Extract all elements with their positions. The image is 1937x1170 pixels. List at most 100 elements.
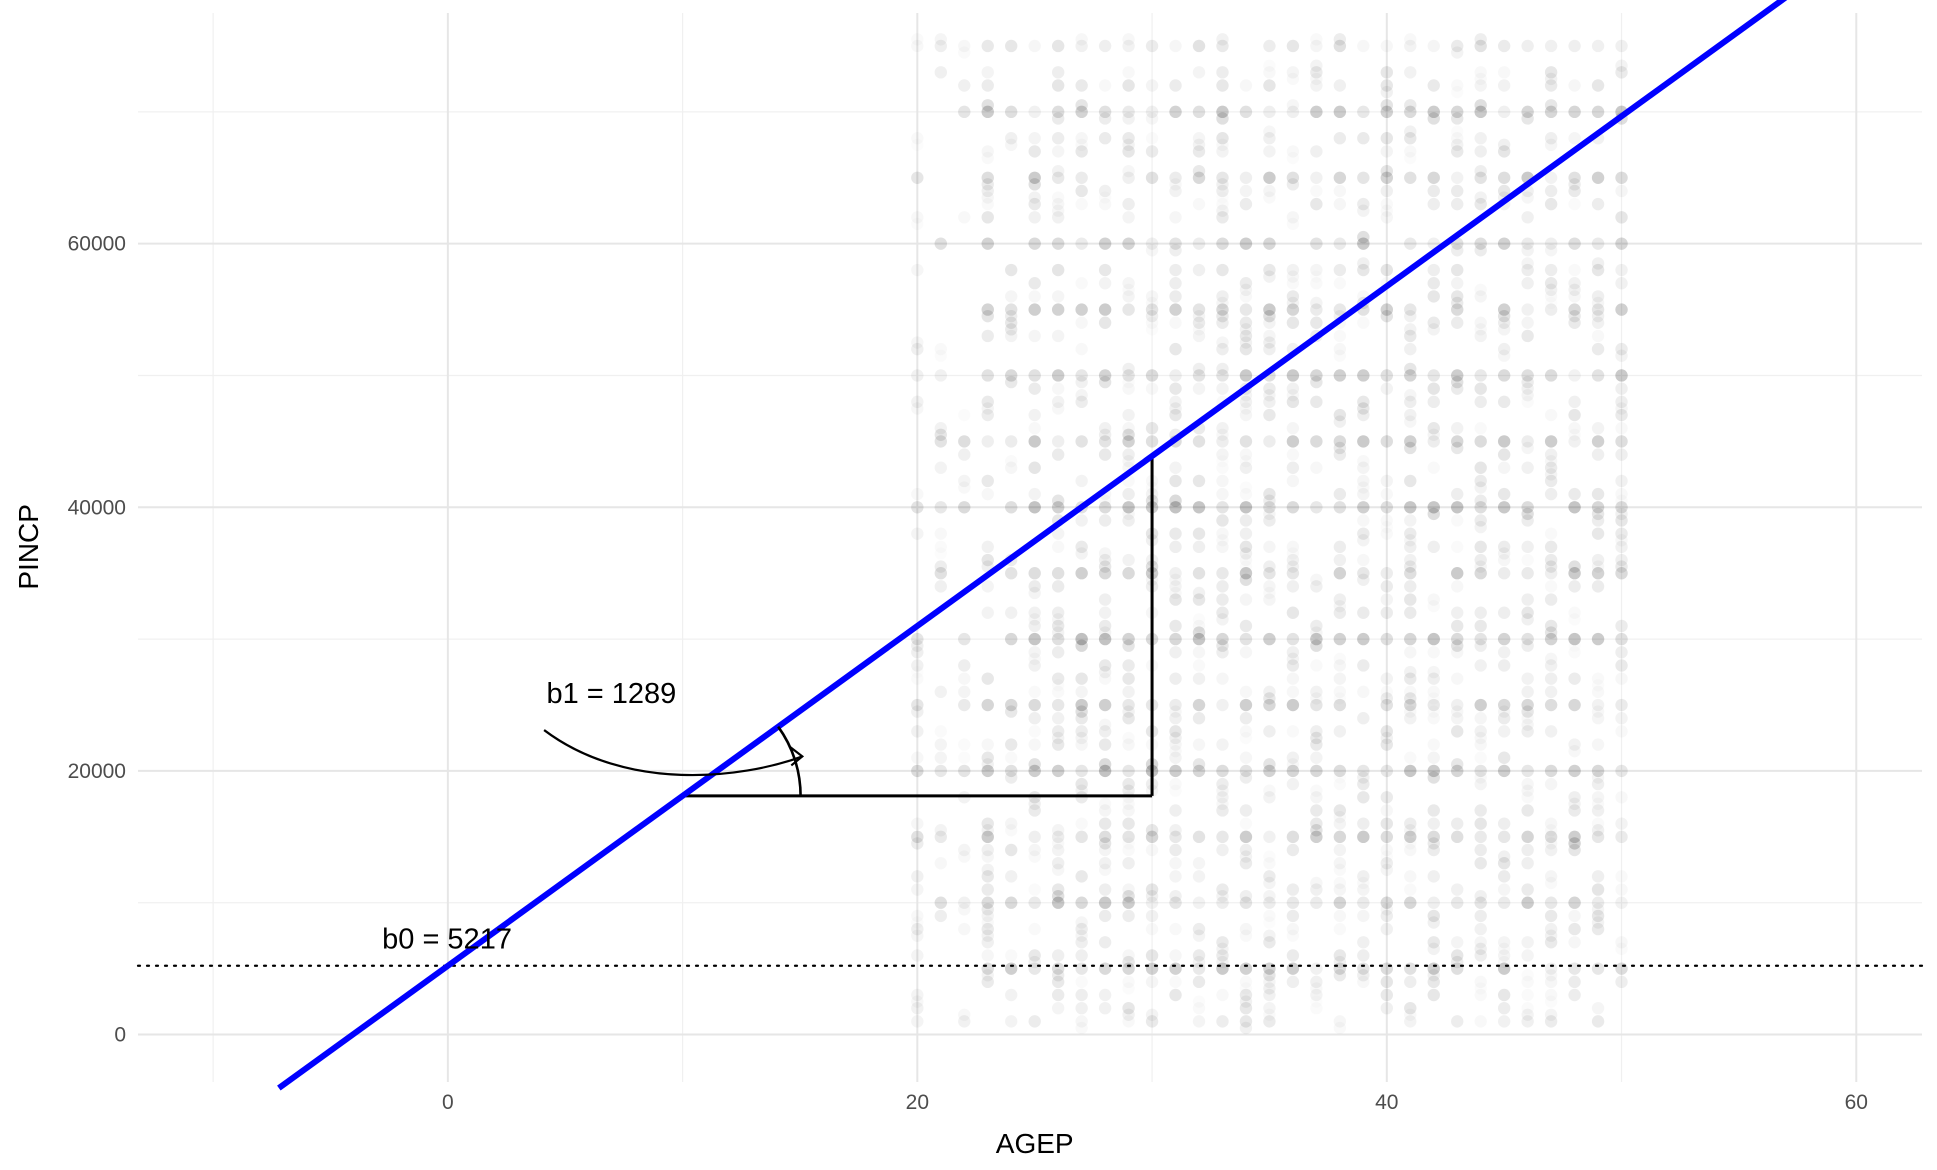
scatter-point: [1615, 962, 1628, 975]
scatter-point: [1615, 817, 1628, 830]
scatter-point: [1615, 943, 1627, 955]
scatter-point: [1192, 955, 1206, 969]
scatter-point: [1122, 448, 1135, 461]
scatter-point: [1568, 39, 1581, 53]
scatter-point: [1544, 632, 1558, 646]
scatter-point: [1286, 632, 1300, 646]
scatter-point: [1334, 923, 1346, 935]
scatter-point: [1615, 672, 1627, 684]
scatter-point: [1521, 672, 1534, 685]
scatter-point: [1615, 527, 1628, 540]
scatter-point: [1451, 672, 1463, 684]
scatter-point: [981, 909, 994, 923]
scatter-point: [1544, 593, 1558, 606]
scatter-point: [935, 725, 947, 737]
scatter-point: [1357, 949, 1370, 962]
scatter-point: [1427, 870, 1440, 883]
scatter-point: [1451, 1015, 1464, 1028]
scatter-point: [1216, 949, 1229, 962]
scatter-point: [1310, 764, 1323, 778]
scatter-point: [1051, 883, 1065, 896]
scatter-point: [1286, 553, 1300, 567]
scatter-point: [1216, 39, 1229, 53]
scatter-point: [1193, 659, 1205, 671]
scatter-point: [1474, 976, 1486, 988]
scatter-point: [1404, 39, 1417, 53]
scatter-point: [1005, 316, 1018, 329]
scatter-point: [1334, 877, 1346, 889]
scatter-point: [1122, 962, 1135, 975]
scatter-point: [958, 843, 971, 857]
scatter-point: [958, 923, 970, 935]
scatter-point: [1544, 764, 1558, 778]
scatter-point: [1615, 791, 1627, 803]
scatter-point: [1192, 105, 1206, 119]
scatter-point: [1239, 1015, 1253, 1028]
scatter-point: [934, 909, 947, 923]
scatter-point: [1380, 184, 1394, 198]
scatter-point: [1380, 738, 1394, 751]
scatter-point: [1615, 698, 1628, 712]
scatter-point: [1216, 738, 1229, 751]
scatter-point: [1497, 303, 1511, 316]
scatter-point: [1098, 547, 1112, 560]
scatter-point: [1239, 303, 1253, 316]
scatter-point: [1192, 626, 1206, 639]
scatter-point: [981, 751, 994, 764]
scatter-point: [981, 171, 994, 184]
scatter-point: [1451, 758, 1464, 771]
scatter-point: [1451, 86, 1463, 98]
scatter-point: [1098, 593, 1112, 606]
scatter-point: [1451, 369, 1464, 382]
scatter-point: [981, 540, 994, 554]
scatter-point: [1239, 1001, 1253, 1015]
scatter-point: [1216, 475, 1228, 487]
scatter-point: [1075, 777, 1088, 791]
scatter-point: [1169, 540, 1182, 554]
scatter-point: [981, 863, 994, 876]
scatter-point: [1521, 856, 1534, 870]
scatter-point: [1357, 402, 1370, 415]
scatter-point: [1286, 949, 1300, 962]
scatter-point: [1005, 606, 1018, 619]
scatter-point: [1122, 303, 1135, 316]
scatter-point: [1404, 567, 1417, 580]
scatter-point: [1005, 705, 1018, 718]
scatter-point: [1028, 632, 1041, 646]
scatter-point: [1404, 329, 1417, 343]
scatter-point: [934, 461, 947, 474]
scatter-point: [1404, 501, 1417, 514]
scatter-point: [981, 883, 994, 896]
scatter-point: [1333, 39, 1347, 53]
scatter-point: [1474, 99, 1487, 112]
scatter-point: [1122, 138, 1135, 152]
scatter-point: [1357, 40, 1369, 52]
scatter-point: [1404, 527, 1417, 540]
scatter-point: [1310, 725, 1323, 738]
scatter-point: [1193, 857, 1205, 869]
scatter-point: [1544, 725, 1558, 738]
scatter-point: [1005, 132, 1018, 145]
scatter-point: [1357, 777, 1370, 791]
scatter-point: [1380, 962, 1394, 975]
scatter-point: [981, 843, 994, 857]
scatter-point: [1474, 317, 1486, 329]
scatter-point: [1028, 330, 1040, 342]
scatter-point: [1028, 659, 1041, 672]
scatter-point: [1310, 79, 1323, 92]
scatter-point: [1263, 929, 1276, 942]
scatter-point: [1404, 672, 1417, 685]
scatter-point: [982, 488, 994, 500]
scatter-point: [1334, 864, 1346, 876]
scatter-point: [1075, 896, 1088, 909]
scatter-point: [1521, 244, 1534, 257]
scatter-point: [1591, 290, 1605, 303]
scatter-point: [1169, 171, 1182, 184]
scatter-point: [1005, 632, 1018, 646]
scatter-point: [934, 830, 947, 844]
scatter-point: [1286, 909, 1300, 923]
scatter-point: [1474, 66, 1486, 78]
scatter-point: [1521, 277, 1534, 290]
scatter-point: [1216, 936, 1229, 949]
scatter-point: [1122, 909, 1135, 923]
